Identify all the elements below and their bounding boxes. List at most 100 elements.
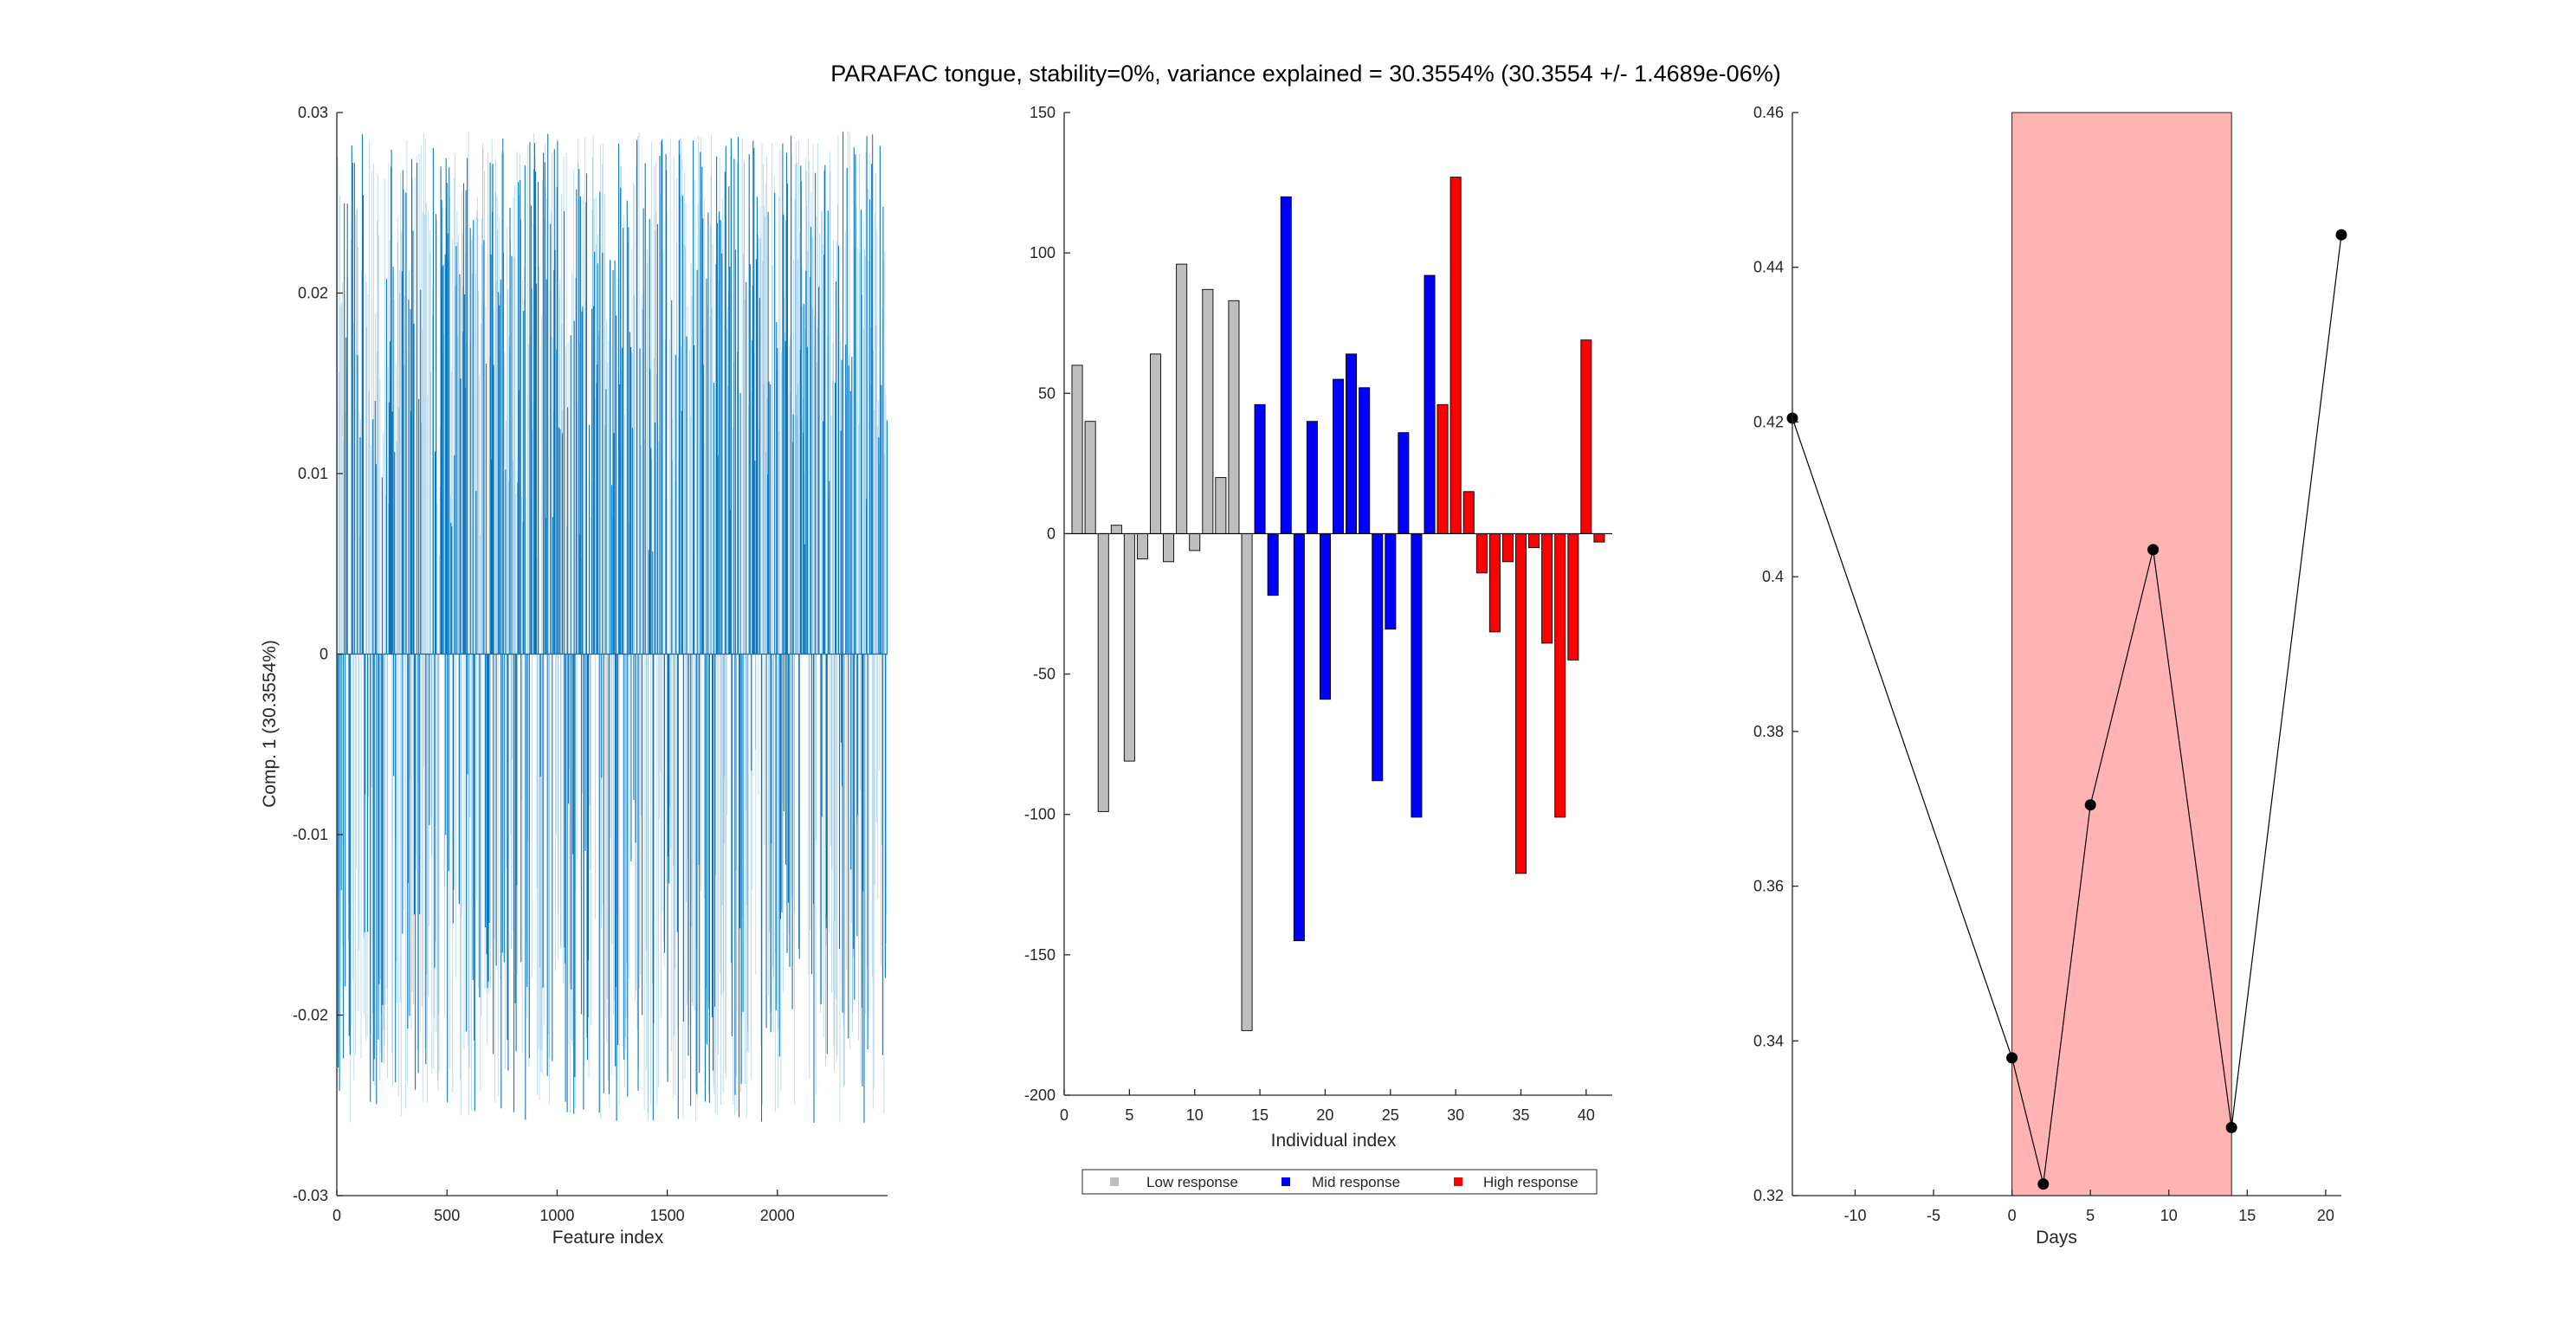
individual-bar [1228,300,1240,534]
y-tick-label: 0.34 [1753,1032,1784,1049]
x-tick-label: 40 [1578,1106,1595,1124]
y-tick-label: -200 [1024,1087,1056,1104]
legend-swatch [1454,1177,1462,1186]
panel-feature-axes: 0 500 1000 1500 2000 -0.03 -0.02 -0.01 0 0.01 0.02… [293,104,888,1224]
x-tick-label: 10 [2160,1207,2178,1224]
individual-bar [1436,403,1449,534]
individual-bar [1319,532,1331,700]
x-tick-label: 0 [2008,1207,2017,1224]
y-tick-label: 0.42 [1753,413,1784,430]
treatment-period-shading [2011,112,2232,1196]
y-tick-label: -150 [1024,946,1056,964]
y-tick-label: 0.44 [1753,259,1784,276]
panel-individual-loadings: 0 5 10 15 20 25 30 35 40 -200 -150 -100 -50 0 50 100 150… [1024,104,1612,1195]
individual-bar [1385,532,1397,630]
y-tick-label: 0.4 [1762,568,1784,585]
individual-bar [1372,532,1384,782]
x-tick-label: 2000 [760,1207,795,1224]
x-tick-label: 5 [1125,1106,1133,1124]
individual-bar [1411,532,1423,818]
data-point [2147,544,2160,556]
legend-swatch [1110,1177,1119,1186]
individual-bar [1110,525,1122,534]
individual-bar [1097,532,1109,812]
individual-bar [1515,532,1527,874]
individual-bar [1475,532,1488,574]
individual-bar [1215,477,1227,534]
data-point [2006,1052,2018,1064]
individual-bar [1280,196,1292,534]
y-tick-label: 0 [320,646,328,663]
individual-bar [1488,532,1501,633]
panel-time-profile: -10 -5 0 5 10 15 20 0.32 0.34 0.36 0.38 0.4 0.42 0.44… [1753,104,2347,1248]
individual-bar [1241,532,1253,1031]
x-tick-label: 15 [2238,1207,2256,1224]
feature-loading-bars [336,131,888,1123]
legend-label: High response [1483,1174,1579,1190]
y-tick-label: -0.03 [293,1187,328,1204]
data-point [2335,229,2347,241]
y-tick-label: 0 [1047,525,1056,542]
y-tick-label: -50 [1033,666,1056,683]
y-tick-label: 0.46 [1753,104,1784,121]
x-tick-label: -5 [1927,1207,1940,1224]
x-tick-label: 500 [434,1207,460,1224]
y-tick-label: 0.02 [298,285,328,302]
y-tick-label: 0.01 [298,465,328,482]
data-point [2037,1178,2050,1190]
data-point [2084,799,2096,811]
treatment-region [2011,112,2232,1196]
individual-bar [1449,177,1462,534]
individual-bar [1136,532,1148,560]
individual-bar [1424,274,1436,534]
individual-bar [1333,378,1345,534]
individual-bar [1554,532,1566,818]
x-axis-label-individual: Individual index [1271,1131,1397,1151]
individual-bar [1398,432,1410,534]
individual-bar [1150,353,1162,534]
legend-label: Low response [1146,1174,1238,1190]
x-tick-label: 5 [2086,1207,2095,1224]
individual-bar [1123,532,1135,762]
y-axis-label-component: Comp. 1 (30.3554%) [260,640,280,808]
individual-bar [1346,353,1358,534]
x-axis-label-days: Days [2036,1228,2077,1248]
x-tick-label: 30 [1447,1106,1464,1124]
time-profile-line [1786,229,2347,1190]
figure-title: PARAFAC tongue, stability=0%, variance e… [830,61,1780,87]
individual-bar [1359,387,1371,534]
individual-bar [1163,532,1175,563]
x-tick-label: -10 [1843,1207,1866,1224]
data-point [2225,1121,2237,1133]
x-tick-label: 20 [1316,1106,1333,1124]
legend-box [1081,1169,1598,1195]
y-tick-label: 150 [1030,104,1056,121]
individual-bar [1593,532,1605,543]
individual-bar [1528,532,1540,549]
individual-bar [1462,491,1475,534]
y-tick-label: 0.36 [1753,878,1784,895]
panel-feature-loadings: 0 500 1000 1500 2000 -0.03 -0.02 -0.01 0 0.01 0.02… [260,104,888,1248]
legend-label: Mid response [1312,1174,1400,1190]
y-tick-label: -0.01 [293,826,328,843]
y-tick-label: 0.03 [298,104,328,121]
individual-bar [1567,532,1579,661]
individual-bar [1071,364,1083,534]
panel-time-axes: -10 -5 0 5 10 15 20 0.32 0.34 0.36 0.38 0.4 0.42 0.44… [1753,104,2341,1224]
individual-bar [1254,403,1266,534]
individual-loading-bars [1064,177,1612,1031]
x-tick-label: 0 [1060,1106,1068,1124]
panel-individual-axes: 0 5 10 15 20 25 30 35 40 -200 -150 -100 -50 0 50 100 150 [1024,104,1612,1124]
y-tick-label: 50 [1038,384,1056,402]
x-tick-label: 15 [1251,1106,1269,1124]
individual-bar [1501,532,1514,563]
y-tick-label: -100 [1024,806,1056,823]
y-tick-label: 100 [1030,244,1056,261]
individual-bar [1176,263,1188,534]
x-tick-label: 25 [1382,1106,1399,1124]
x-tick-label: 20 [2317,1207,2334,1224]
individual-bar [1293,532,1305,942]
response-legend[interactable]: Low response Mid response High response [1081,1169,1598,1195]
y-tick-label: 0.32 [1753,1187,1784,1204]
